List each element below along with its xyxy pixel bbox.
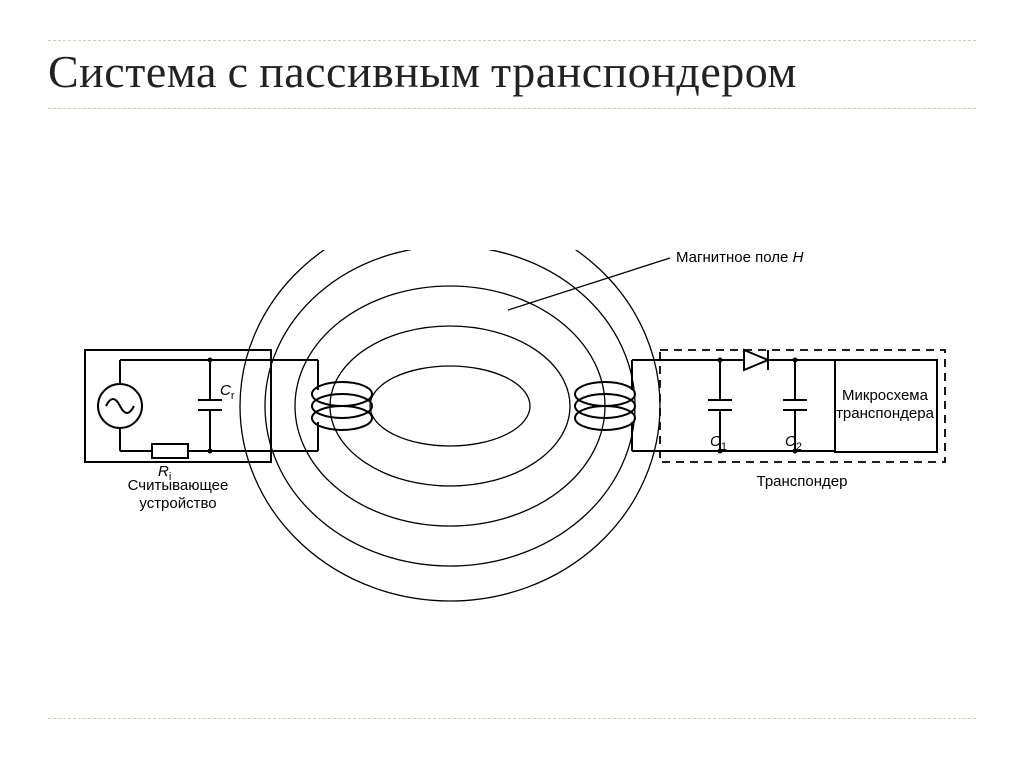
title-rule-bottom bbox=[48, 108, 976, 109]
magnetic-field-label: Магнитное поле H bbox=[676, 250, 804, 266]
reader-box bbox=[85, 350, 271, 462]
node bbox=[208, 358, 213, 363]
node bbox=[208, 449, 213, 454]
footer-rule bbox=[48, 718, 976, 719]
ac-sine-icon bbox=[106, 399, 134, 413]
reader-label-1: Считывающее bbox=[128, 477, 229, 494]
resistor-ri bbox=[152, 444, 188, 458]
chip-label-1: Микросхема bbox=[842, 387, 929, 404]
diode-triangle bbox=[744, 350, 768, 370]
node bbox=[793, 358, 798, 363]
transponder-label: Транспондер bbox=[757, 473, 848, 490]
circuit-diagram: Магнитное поле H Cr Ri C1 C2 Микросхема … bbox=[80, 250, 950, 620]
magnetic-field bbox=[240, 250, 660, 601]
node bbox=[718, 358, 723, 363]
page-title: Система с пассивным транспондером bbox=[48, 41, 976, 108]
reader-label-2: устройство bbox=[139, 495, 216, 512]
chip-label-2: транспондера bbox=[836, 405, 935, 422]
cr-label: Cr bbox=[220, 382, 235, 402]
field-leader-line bbox=[508, 258, 670, 310]
diagram-svg: Магнитное поле H Cr Ri C1 C2 Микросхема … bbox=[80, 250, 950, 620]
title-block: Система с пассивным транспондером bbox=[48, 40, 976, 109]
